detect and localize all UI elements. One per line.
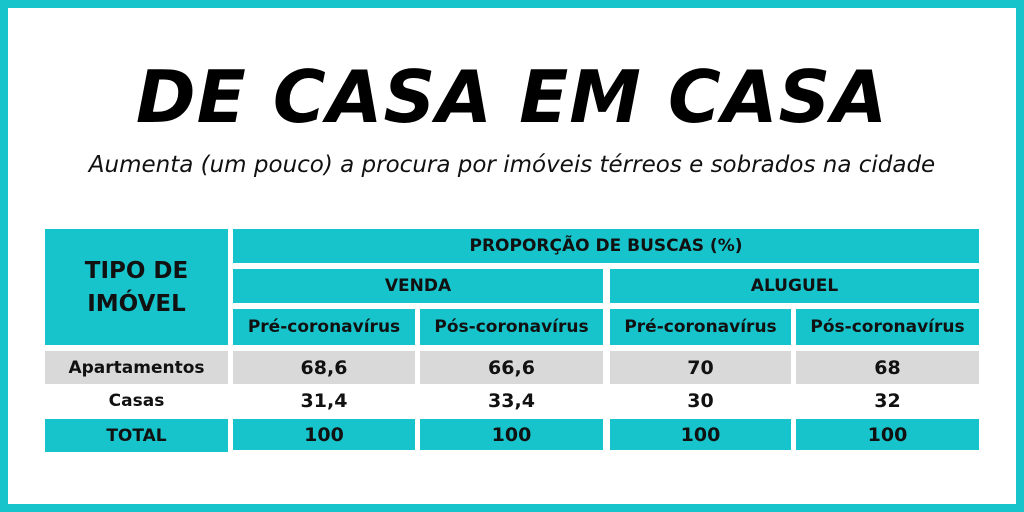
period-header: Pós-coronavírus — [420, 309, 603, 345]
table-cell: 100 — [610, 419, 791, 450]
table-cell: 100 — [796, 419, 979, 450]
type-header: TIPO DE IMÓVEL — [45, 229, 228, 345]
table-cell: 100 — [233, 419, 415, 450]
row-label-casas: Casas — [108, 391, 165, 411]
table-cell: 70 — [610, 351, 791, 384]
table-cell: 68 — [796, 351, 979, 384]
period-header: Pré-coronavírus — [233, 309, 415, 345]
table-cell: 66,6 — [420, 351, 603, 384]
type-header-line1: TIPO DE — [84, 258, 189, 284]
row-label-total: TOTAL — [45, 419, 228, 452]
group-header-aluguel: ALUGUEL — [610, 269, 979, 303]
table-cell: 33,4 — [488, 390, 535, 412]
type-header-line2: IMÓVEL — [87, 291, 186, 317]
period-header: Pré-coronavírus — [610, 309, 791, 345]
table-cell: 32 — [874, 390, 901, 412]
table-cell: 100 — [420, 419, 603, 450]
group-header-venda: VENDA — [233, 269, 603, 303]
page-title: DE CASA EM CASA — [135, 55, 889, 139]
table-cell: 31,4 — [300, 390, 348, 412]
page-subtitle: Aumenta (um pouco) a procura por imóveis… — [88, 152, 936, 178]
table-cell: 68,6 — [233, 351, 415, 384]
row-label-apartamentos: Apartamentos — [45, 351, 228, 384]
main-header: PROPORÇÃO DE BUSCAS (%) — [233, 229, 979, 263]
table-cell: 30 — [687, 390, 714, 412]
period-header: Pós-coronavírus — [796, 309, 979, 345]
